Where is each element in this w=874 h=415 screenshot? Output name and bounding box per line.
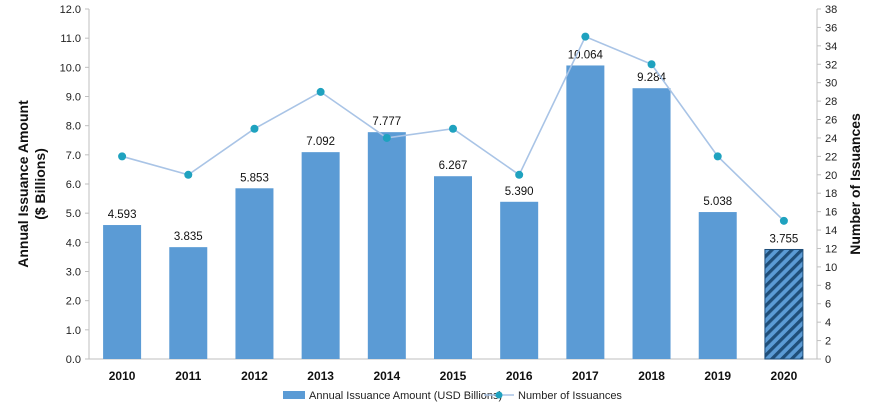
issuances-point-2017 — [581, 32, 590, 41]
legend-line-marker — [495, 391, 503, 399]
right-tick-label: 34 — [825, 41, 837, 53]
left-tick-label: 1.0 — [66, 325, 81, 337]
left-tick-label: 10.0 — [60, 62, 81, 74]
issuances-point-2020 — [779, 216, 788, 225]
right-tick-label: 2 — [825, 336, 831, 348]
bar-value-label-2011: 3.835 — [174, 231, 203, 243]
bar-2012 — [235, 188, 274, 359]
x-tick-label-2012: 2012 — [241, 369, 268, 383]
left-tick-label: 12.0 — [60, 4, 81, 16]
issuances-point-2013 — [316, 87, 325, 96]
x-tick-label-2014: 2014 — [373, 369, 400, 383]
left-tick-label: 6.0 — [66, 179, 81, 191]
bar-value-label-2012: 5.853 — [240, 172, 269, 184]
left-tick-label: 11.0 — [60, 33, 81, 45]
issuances-point-2015 — [449, 124, 457, 133]
x-tick-label-2020: 2020 — [771, 369, 798, 383]
right-tick-label: 8 — [825, 280, 831, 292]
left-tick-label: 5.0 — [66, 208, 81, 220]
left-axis-title-line1: Annual Issuance Amount — [15, 100, 31, 268]
right-tick-label: 18 — [825, 188, 837, 200]
right-tick-label: 20 — [825, 170, 837, 182]
bar-2017 — [566, 65, 605, 359]
bar-2013 — [301, 152, 340, 359]
bar-value-label-2013: 7.092 — [306, 136, 335, 148]
left-axis-title-line2: ($ Billions) — [32, 148, 48, 220]
bar-2010 — [103, 225, 142, 359]
right-tick-label: 14 — [825, 225, 837, 237]
right-tick-label: 16 — [825, 207, 837, 219]
issuances-point-2016 — [515, 170, 524, 179]
issuances-point-2011 — [184, 170, 193, 179]
right-tick-label: 0 — [825, 354, 831, 366]
bar-value-label-2017: 10.064 — [568, 49, 604, 61]
bar-value-label-2014: 7.777 — [372, 116, 401, 128]
right-tick-label: 38 — [825, 4, 837, 16]
issuances-point-2012 — [250, 124, 259, 133]
right-tick-label: 22 — [825, 151, 837, 163]
bar-2016 — [500, 201, 539, 359]
legend-bar-swatch — [283, 391, 305, 399]
right-tick-label: 10 — [825, 262, 837, 274]
right-tick-label: 4 — [825, 317, 831, 329]
bar-value-label-2016: 5.390 — [505, 186, 534, 198]
x-tick-label-2018: 2018 — [638, 369, 665, 383]
issuances-point-2010 — [118, 152, 127, 161]
bar-2014 — [367, 132, 406, 359]
x-tick-label-2010: 2010 — [109, 369, 136, 383]
right-tick-label: 36 — [825, 22, 837, 34]
bar-value-label-2010: 4.593 — [108, 209, 137, 221]
issuances-point-2014 — [382, 133, 391, 142]
left-tick-label: 0.0 — [66, 354, 81, 366]
right-tick-label: 30 — [825, 78, 837, 90]
left-tick-label: 7.0 — [66, 150, 81, 162]
right-tick-label: 12 — [825, 243, 837, 255]
right-axis-title: Number of Issuances — [847, 113, 863, 255]
x-tick-label-2011: 2011 — [175, 369, 201, 383]
left-tick-label: 8.0 — [66, 121, 81, 133]
bar-value-label-2019: 5.038 — [703, 196, 732, 208]
bar-value-label-2020: 3.755 — [770, 233, 799, 245]
x-tick-label-2016: 2016 — [506, 369, 533, 383]
x-tick-label-2017: 2017 — [572, 369, 599, 383]
right-tick-label: 28 — [825, 96, 837, 108]
bar-2011 — [169, 247, 208, 359]
left-tick-label: 9.0 — [66, 92, 81, 104]
right-tick-label: 24 — [825, 133, 837, 145]
left-tick-label: 4.0 — [66, 237, 81, 249]
bar-2019 — [698, 212, 737, 359]
legend-bar-label: Annual Issuance Amount (USD Billions) — [309, 390, 502, 402]
x-tick-label-2013: 2013 — [307, 369, 334, 383]
left-tick-label: 2.0 — [66, 296, 81, 308]
x-tick-label-2019: 2019 — [704, 369, 731, 383]
right-tick-label: 32 — [825, 59, 837, 71]
legend-line-label: Number of Issuances — [518, 390, 622, 402]
x-tick-label-2015: 2015 — [440, 369, 467, 383]
right-tick-label: 6 — [825, 299, 831, 311]
right-tick-label: 26 — [825, 115, 837, 127]
bar-2018 — [632, 88, 671, 359]
issuances-point-2019 — [713, 152, 722, 161]
issuances-point-2018 — [647, 60, 656, 69]
bar-value-label-2015: 6.267 — [439, 160, 468, 172]
bar-2020 — [764, 248, 804, 360]
left-tick-label: 3.0 — [66, 267, 81, 279]
bar-2015 — [434, 176, 472, 359]
